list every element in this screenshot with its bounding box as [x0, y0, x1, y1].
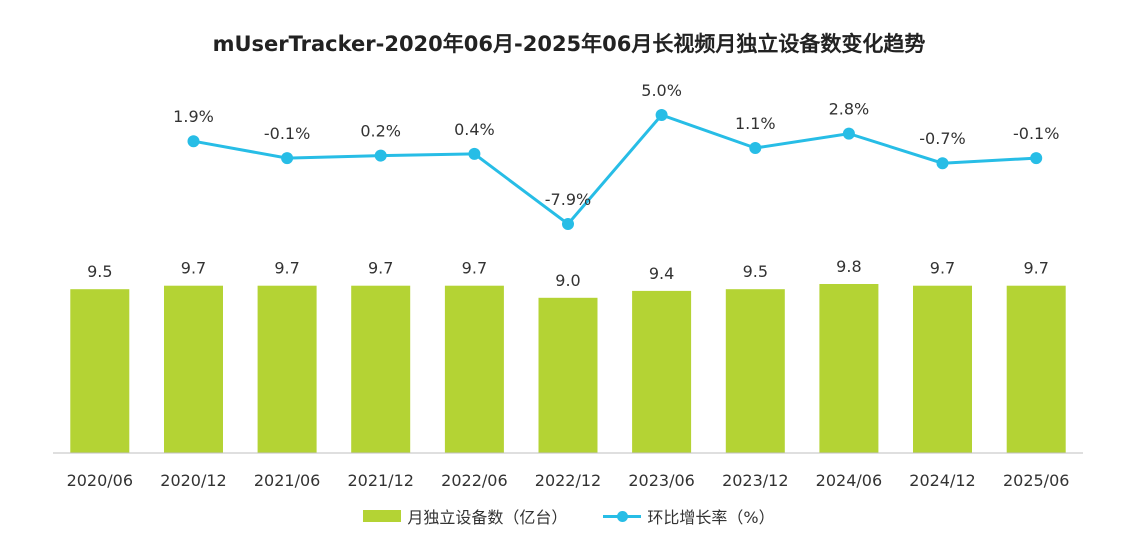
legend-item-bar: 月独立设备数（亿台）	[363, 504, 567, 528]
bar-value-label: 9.5	[87, 262, 112, 281]
bar-value-label: 9.7	[1023, 259, 1048, 278]
x-tick-label: 2020/12	[160, 471, 226, 490]
growth-rate-point-2024-06	[842, 127, 855, 140]
x-tick-labels: 2020/06 2020/12 2021/06 2021/12 2022/06 2022/…	[67, 471, 1070, 490]
x-tick-label: 2020/06	[67, 471, 133, 490]
bar-value-label: 9.4	[649, 264, 674, 283]
bar-2022-12	[538, 297, 598, 453]
bar-2023-12	[725, 289, 785, 453]
legend: 月独立设备数（亿台） 环比增长率（%）	[0, 504, 1138, 528]
growth-rate-label: -0.7%	[919, 129, 965, 148]
bar-2021-12	[351, 285, 411, 453]
growth-rate-line	[193, 113, 1037, 227]
legend-line-swatch	[603, 509, 642, 523]
x-tick-label: 2023/06	[628, 471, 694, 490]
x-tick-label: 2022/12	[535, 471, 601, 490]
growth-rate-label: 0.4%	[454, 120, 495, 139]
growth-rate-point-2023-06	[655, 109, 668, 121]
growth-rate-point-2022-12	[562, 218, 574, 230]
line-layer: 1.9% -0.1% 0.2% 0.4% -7.9% 5.0% 1.1% 2.8% -0.7% -…	[173, 81, 1059, 230]
bar-2020-06	[70, 289, 130, 453]
bar-value-label: 9.7	[274, 259, 299, 278]
growth-rate-point-2021-12	[374, 149, 387, 162]
legend-item-line: 环比增长率（%）	[603, 504, 775, 528]
bar-2025-06	[1006, 285, 1066, 453]
bar-value-label: 9.7	[181, 259, 206, 278]
chart-canvas: 9.5 9.7 9.7 9.7 9.7 9.0 9.4 9.5 9.8 9.7 9.7 1.9% -0…	[53, 81, 1083, 490]
x-tick-label: 2021/06	[254, 471, 320, 490]
growth-rate-label: -0.1%	[1013, 124, 1059, 143]
legend-bar-swatch	[363, 510, 402, 522]
growth-rate-point-2025-06	[1030, 152, 1043, 165]
growth-rate-label: 1.9%	[173, 107, 214, 126]
bar-2021-06	[257, 285, 317, 453]
bar-2020-12	[164, 285, 223, 453]
bar-value-label: 9.8	[836, 257, 861, 276]
bar-2024-06	[819, 284, 879, 453]
chart-title: mUserTracker-2020年06月-2025年06月长视频月独立设备数变…	[212, 32, 926, 56]
bar-2024-12	[913, 285, 972, 453]
growth-rate-label: 2.8%	[829, 100, 870, 119]
x-tick-label: 2024/12	[909, 471, 975, 490]
bar-2023-06	[632, 290, 692, 453]
bar-value-label: 9.7	[368, 259, 393, 278]
growth-rate-point-2020-12	[187, 135, 200, 148]
growth-rate-label: 0.2%	[360, 122, 401, 141]
bars-layer: 9.5 9.7 9.7 9.7 9.7 9.0 9.4 9.5 9.8 9.7 9.7	[70, 257, 1066, 453]
growth-rate-label: -0.1%	[264, 124, 310, 143]
bar-value-label: 9.0	[555, 271, 580, 290]
growth-rate-label: 5.0%	[641, 81, 682, 100]
legend-bar-label: 月独立设备数（亿台）	[407, 508, 568, 527]
bar-value-label: 9.7	[462, 259, 487, 278]
x-tick-label: 2022/06	[441, 471, 507, 490]
x-tick-label: 2023/12	[722, 471, 788, 490]
bar-2022-06	[444, 285, 504, 453]
x-tick-label: 2021/12	[347, 471, 413, 490]
growth-rate-point-2022-06	[468, 147, 481, 160]
growth-rate-point-2023-12	[749, 142, 762, 154]
growth-rate-label: 1.1%	[735, 114, 776, 133]
x-tick-label: 2024/06	[816, 471, 882, 490]
growth-rate-label: -7.9%	[545, 190, 591, 209]
bar-value-label: 9.5	[743, 262, 768, 281]
growth-rate-point-2024-12	[936, 157, 949, 170]
growth-rate-point-2021-06	[281, 152, 294, 165]
bar-value-label: 9.7	[930, 259, 955, 278]
legend-line-label: 环比增长率（%）	[647, 508, 775, 527]
x-tick-label: 2025/06	[1003, 471, 1069, 490]
